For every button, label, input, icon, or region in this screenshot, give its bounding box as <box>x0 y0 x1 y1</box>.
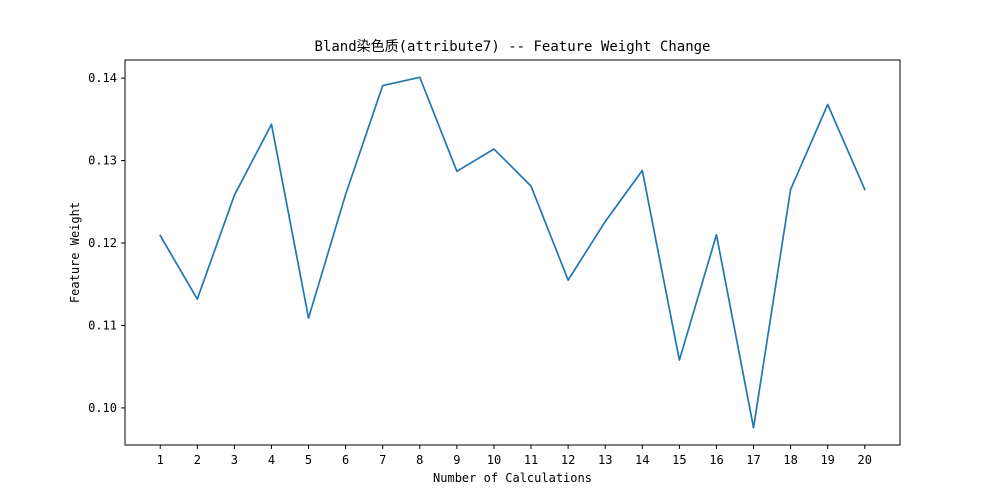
y-tick-label: 0.13 <box>88 154 117 168</box>
y-tick-label: 0.11 <box>88 318 117 332</box>
y-tick-label: 0.10 <box>88 401 117 415</box>
x-axis-label: Number of Calculations <box>433 471 592 485</box>
x-tick-label: 17 <box>746 453 760 467</box>
x-axis-ticks: 1 2 3 4 5 6 7 8 9 10 11 12 13 14 15 16 17 18 19 20 <box>157 445 872 467</box>
x-tick-label: 15 <box>672 453 686 467</box>
x-tick-label: 20 <box>858 453 872 467</box>
x-tick-label: 6 <box>342 453 349 467</box>
x-tick-label: 12 <box>561 453 575 467</box>
x-tick-label: 16 <box>709 453 723 467</box>
chart-title: Bland染色质(attribute7) -- Feature Weight C… <box>314 38 710 55</box>
x-tick-label: 9 <box>453 453 460 467</box>
y-axis-ticks: 0.10 0.11 0.12 0.13 0.14 <box>88 71 125 415</box>
x-tick-label: 7 <box>379 453 386 467</box>
plot-frame <box>124 59 901 446</box>
y-tick-label: 0.14 <box>88 71 117 85</box>
x-tick-label: 18 <box>783 453 797 467</box>
x-tick-label: 13 <box>598 453 612 467</box>
x-tick-label: 11 <box>524 453 538 467</box>
x-tick-label: 3 <box>231 453 238 467</box>
x-tick-label: 4 <box>268 453 275 467</box>
y-tick-label: 0.12 <box>88 236 117 250</box>
x-tick-label: 19 <box>820 453 834 467</box>
x-tick-label: 14 <box>635 453 649 467</box>
y-axis-label: Feature Weight <box>68 202 82 303</box>
x-tick-label: 1 <box>157 453 164 467</box>
x-tick-label: 10 <box>487 453 501 467</box>
x-tick-label: 8 <box>416 453 423 467</box>
x-tick-label: 5 <box>305 453 312 467</box>
x-tick-label: 2 <box>194 453 201 467</box>
series-line <box>159 76 866 429</box>
